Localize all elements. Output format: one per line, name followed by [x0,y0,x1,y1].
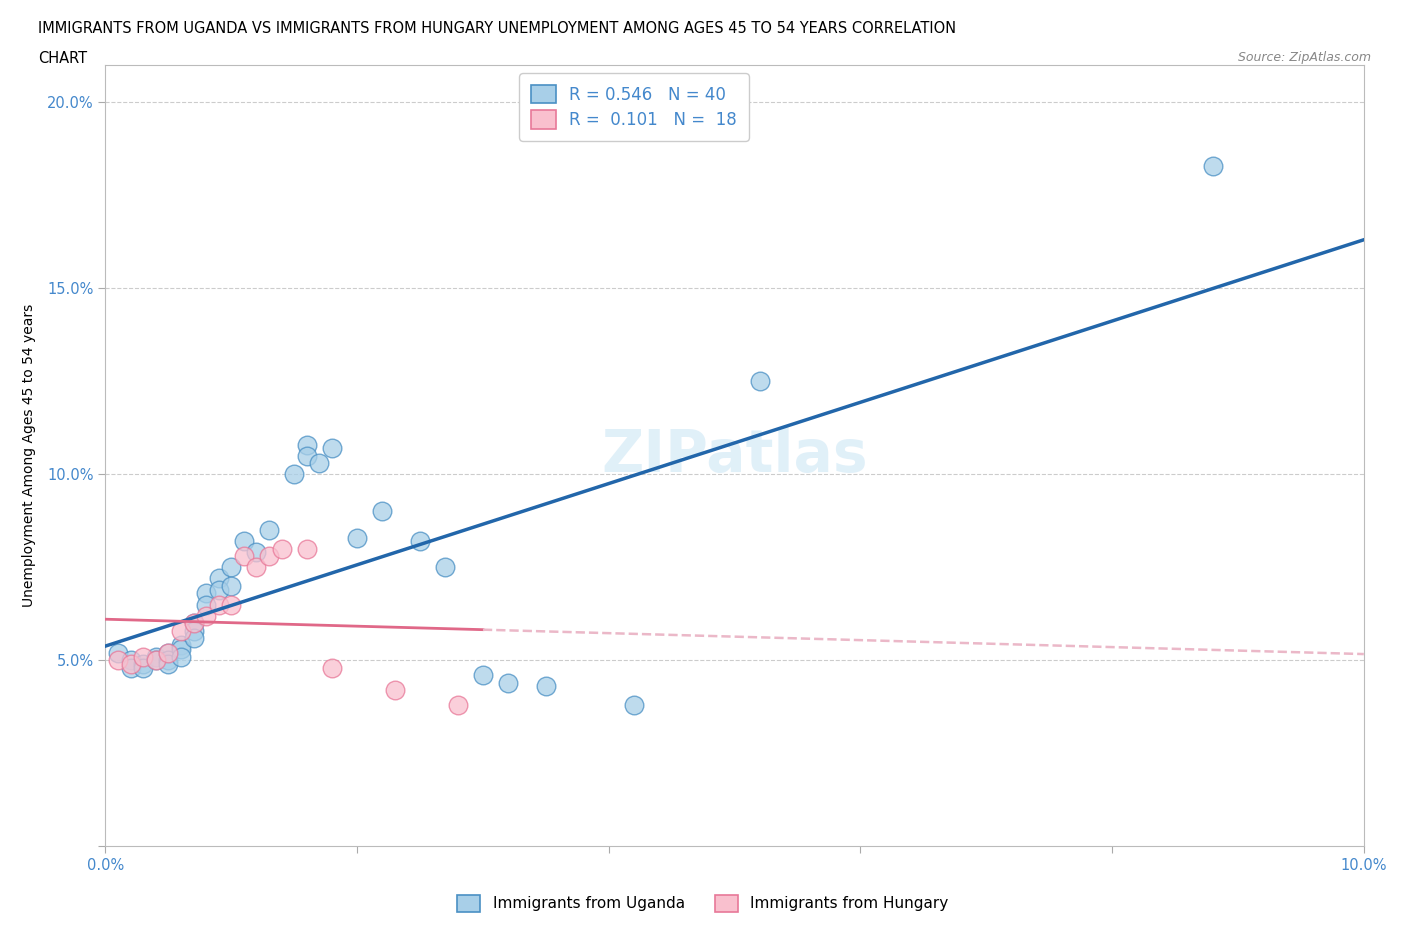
Point [1202,158,1225,173]
Point [183,616,205,631]
Point [107,653,129,668]
Point [170,649,193,664]
Point [145,653,167,668]
Point [195,586,218,601]
Point [257,549,280,564]
Point [120,653,142,668]
Point [283,467,305,482]
Point [132,657,155,671]
Point [183,616,205,631]
Point [321,441,343,456]
Point [471,668,495,683]
Point [195,597,218,612]
Point [534,679,557,694]
Point [157,645,180,660]
Point [308,456,330,471]
Point [183,623,205,638]
Point [295,448,318,463]
Point [409,534,432,549]
Point [232,534,254,549]
Point [748,374,770,389]
Legend: Immigrants from Uganda, Immigrants from Hungary: Immigrants from Uganda, Immigrants from … [451,889,955,918]
Point [295,541,318,556]
Point [270,541,292,556]
Point [295,437,318,452]
Point [145,649,167,664]
Point [183,631,205,645]
Text: CHART: CHART [38,51,87,66]
Point [232,549,254,564]
Point [245,545,267,560]
Text: ZIPatlas: ZIPatlas [602,427,868,485]
Point [195,608,218,623]
Point [384,683,406,698]
Point [107,645,129,660]
Point [434,560,457,575]
Point [496,675,519,690]
Point [157,645,180,660]
Text: IMMIGRANTS FROM UGANDA VS IMMIGRANTS FROM HUNGARY UNEMPLOYMENT AMONG AGES 45 TO : IMMIGRANTS FROM UGANDA VS IMMIGRANTS FRO… [38,21,956,36]
Point [447,698,470,712]
Legend: R = 0.546   N = 40, R =  0.101   N =  18: R = 0.546 N = 40, R = 0.101 N = 18 [519,73,748,140]
Point [170,638,193,653]
Point [257,523,280,538]
Point [245,560,267,575]
Point [145,653,167,668]
Y-axis label: Unemployment Among Ages 45 to 54 years: Unemployment Among Ages 45 to 54 years [22,304,37,607]
Point [219,560,242,575]
Point [132,649,155,664]
Point [321,660,343,675]
Point [346,530,368,545]
Point [170,642,193,657]
Point [157,653,180,668]
Point [208,571,231,586]
Point [208,582,231,597]
Point [120,660,142,675]
Point [170,623,193,638]
Point [120,657,142,671]
Point [208,597,231,612]
Point [623,698,645,712]
Point [132,660,155,675]
Point [219,597,242,612]
Point [157,657,180,671]
Point [219,578,242,593]
Text: Source: ZipAtlas.com: Source: ZipAtlas.com [1237,51,1371,64]
Point [371,504,394,519]
